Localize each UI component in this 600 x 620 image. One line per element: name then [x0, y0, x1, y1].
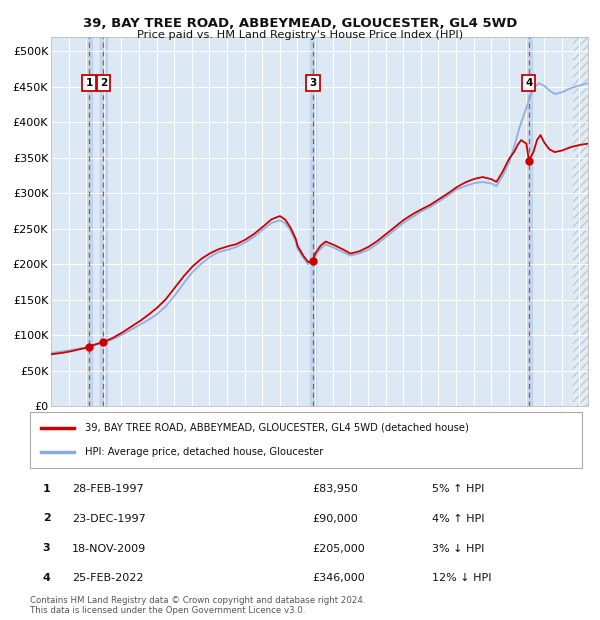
Text: £205,000: £205,000	[312, 544, 365, 554]
Text: 28-FEB-1997: 28-FEB-1997	[72, 484, 143, 494]
FancyBboxPatch shape	[30, 412, 582, 468]
Text: 3% ↓ HPI: 3% ↓ HPI	[432, 544, 484, 554]
Text: 2: 2	[100, 78, 107, 88]
Text: 2: 2	[43, 513, 50, 523]
Text: Price paid vs. HM Land Registry's House Price Index (HPI): Price paid vs. HM Land Registry's House …	[137, 30, 463, 40]
Text: 1: 1	[85, 78, 92, 88]
Text: £90,000: £90,000	[312, 514, 358, 524]
Text: 25-FEB-2022: 25-FEB-2022	[72, 574, 143, 583]
Text: 4% ↑ HPI: 4% ↑ HPI	[432, 514, 485, 524]
Text: 4: 4	[525, 78, 533, 88]
Text: 1: 1	[43, 484, 50, 494]
Text: £346,000: £346,000	[312, 574, 365, 583]
Bar	[100, 37, 107, 406]
Text: 39, BAY TREE ROAD, ABBEYMEAD, GLOUCESTER, GL4 5WD (detached house): 39, BAY TREE ROAD, ABBEYMEAD, GLOUCESTER…	[85, 423, 469, 433]
Bar	[86, 37, 92, 406]
Text: 5% ↑ HPI: 5% ↑ HPI	[432, 484, 484, 494]
Text: Contains HM Land Registry data © Crown copyright and database right 2024.
This d: Contains HM Land Registry data © Crown c…	[30, 596, 365, 615]
Text: 18-NOV-2009: 18-NOV-2009	[72, 544, 146, 554]
Text: HPI: Average price, detached house, Gloucester: HPI: Average price, detached house, Glou…	[85, 448, 323, 458]
Bar	[310, 37, 316, 406]
Text: £83,950: £83,950	[312, 484, 358, 494]
Text: 3: 3	[310, 78, 317, 88]
Text: 12% ↓ HPI: 12% ↓ HPI	[432, 574, 491, 583]
Text: 3: 3	[43, 543, 50, 553]
Bar	[526, 37, 532, 406]
FancyBboxPatch shape	[573, 37, 588, 406]
Text: 23-DEC-1997: 23-DEC-1997	[72, 514, 146, 524]
Text: 4: 4	[43, 573, 50, 583]
Text: 39, BAY TREE ROAD, ABBEYMEAD, GLOUCESTER, GL4 5WD: 39, BAY TREE ROAD, ABBEYMEAD, GLOUCESTER…	[83, 17, 517, 30]
